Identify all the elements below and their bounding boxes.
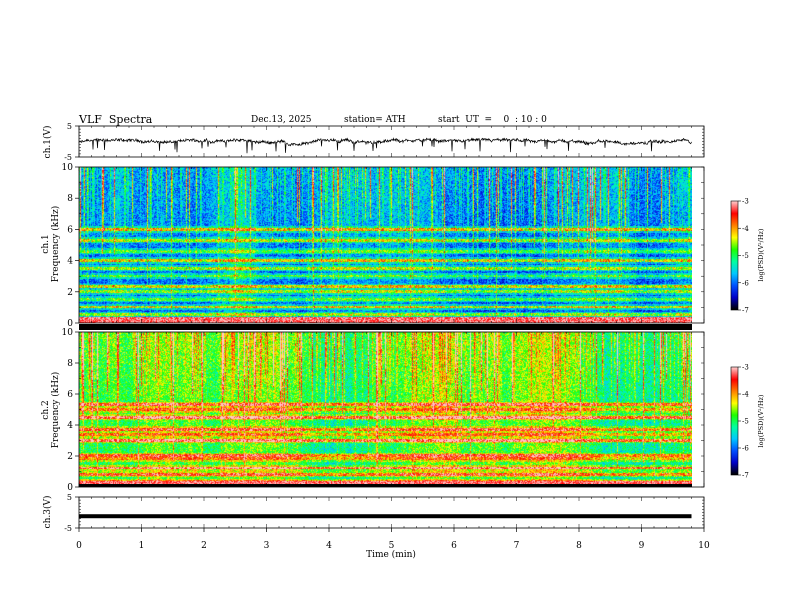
ytick-label: 8	[67, 359, 73, 369]
xtick-label: 3	[264, 541, 270, 551]
ch1-spec-panel: 0 2 4 6 8 10 ch.1 Frequency (kHz)	[41, 163, 705, 330]
colorbar-1-gradient	[731, 201, 738, 310]
colorbar-tick-label: -4	[742, 391, 749, 399]
colorbar-1-ticks: -3 -4 -5 -6 -7	[738, 198, 749, 315]
ch2-spec-ylabel-a: ch.2	[41, 400, 51, 419]
xtick-label: 9	[639, 541, 645, 551]
ytick-label: 8	[67, 194, 73, 204]
ytick-label: 6	[67, 390, 73, 400]
colorbar-tick-label: -5	[742, 418, 749, 426]
x-axis-label: Time (min)	[366, 549, 416, 560]
ch3-ylabel: ch.3(V)	[42, 496, 53, 529]
time-axis-ticks: 0 1 2 3 4 5 6 7 8 9 10	[76, 126, 710, 551]
ch1-ylabel: ch.1(V)	[42, 126, 53, 159]
ch3-waveform-line	[79, 514, 692, 519]
xtick-label: 2	[201, 541, 207, 551]
colorbar-tick-label: -5	[742, 252, 749, 260]
chart-title: VLF Spectra	[79, 113, 153, 126]
ch1-yticks: 5 -5	[64, 122, 704, 162]
colorbar-tick-label: -7	[742, 472, 749, 480]
ytick-label: 4	[67, 257, 73, 267]
ch2-black-bar	[79, 484, 692, 487]
ch1-black-bar	[79, 324, 692, 330]
xtick-label: 8	[576, 541, 582, 551]
xtick-label: 0	[76, 541, 82, 551]
ytick-label: 10	[62, 163, 74, 173]
colorbar-tick-label: -6	[742, 445, 749, 453]
ch1-spec-yticks: 0 2 4 6 8 10	[62, 163, 704, 329]
ytick-label: -5	[64, 524, 72, 533]
ytick-label: 10	[62, 328, 74, 338]
start-ut-label: start UT = 0 : 10 : 0	[438, 115, 547, 125]
ch3-panel: 5 -5 ch.3(V) 0 1 2 3 4 5 6 7 8 9 10 Time (min)	[42, 126, 710, 560]
ch1-waveform-line	[78, 137, 692, 154]
xtick-label: 1	[139, 541, 145, 551]
ch1-frame	[78, 125, 705, 158]
ch2-spec-yticks: 0 2 4 6 8 10	[62, 328, 704, 493]
ytick-label: 2	[67, 452, 73, 462]
ytick-label: 0	[67, 483, 73, 493]
colorbar-tick-label: -3	[742, 364, 749, 372]
ytick-label: 0	[67, 319, 73, 329]
ch3-frame	[78, 496, 705, 529]
colorbar-2: -3 -4 -5 -6 -7 log(PSD)(V²/Hz)	[730, 364, 765, 480]
colorbar-tick-label: -7	[742, 307, 749, 315]
xtick-label: 5	[389, 541, 395, 551]
station-label: station= ATH	[344, 115, 406, 125]
xtick-label: 10	[698, 541, 710, 551]
ch2-spec-ylabel-b: Frequency (kHz)	[50, 372, 61, 449]
ytick-label: 6	[67, 225, 73, 235]
ytick-label: 4	[67, 421, 73, 431]
colorbar-tick-label: -3	[742, 198, 749, 206]
colorbar-1: -3 -4 -5 -6 -7 log(PSD)(V²/Hz)	[730, 198, 765, 315]
colorbar-2-gradient	[731, 367, 738, 475]
xtick-label: 7	[514, 541, 520, 551]
ch1-spec-ylabel-b: Frequency (kHz)	[50, 206, 61, 283]
ch1-spectrogram-image	[79, 167, 692, 323]
ch2-spec-panel: 0 2 4 6 8 10 ch.2 Frequency (kHz)	[41, 328, 705, 493]
date-label: Dec.13, 2025	[251, 115, 312, 125]
ytick-label: 5	[67, 122, 72, 131]
xtick-label: 6	[451, 541, 457, 551]
xtick-label: 4	[326, 541, 332, 551]
colorbar-tick-label: -6	[742, 279, 749, 287]
ytick-label: 5	[67, 493, 72, 502]
colorbar-2-label: log(PSD)(V²/Hz)	[757, 394, 765, 447]
ch3-yticks: 5 -5	[64, 493, 704, 533]
colorbar-tick-label: -4	[742, 225, 749, 233]
colorbar-2-ticks: -3 -4 -5 -6 -7	[738, 364, 749, 480]
ytick-label: 2	[67, 288, 73, 298]
colorbar-1-label: log(PSD)(V²/Hz)	[757, 228, 765, 281]
ch2-spectrogram-image	[79, 332, 692, 487]
ch1-spec-ylabel-a: ch.1	[41, 234, 51, 253]
ytick-label: -5	[64, 153, 72, 162]
